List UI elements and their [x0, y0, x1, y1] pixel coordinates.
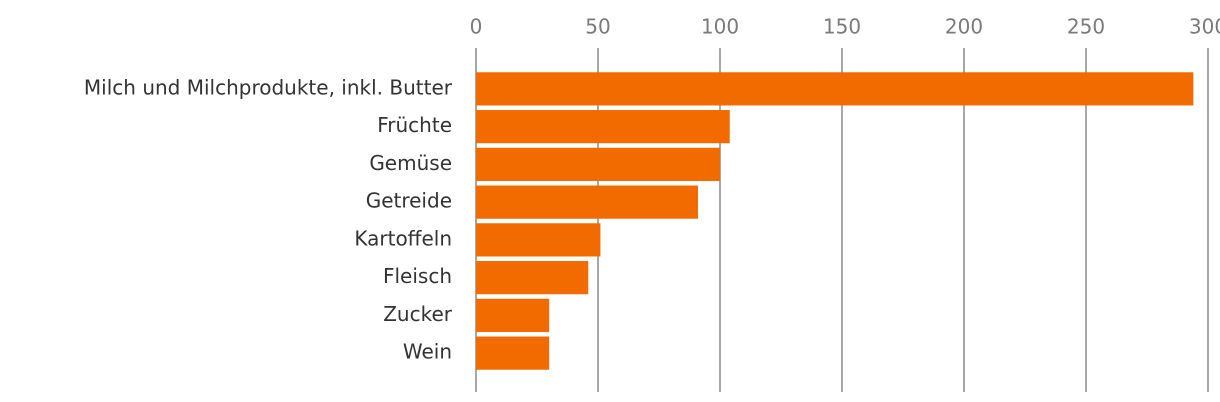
bar [476, 261, 589, 295]
y-tick-label: Gemüse [369, 151, 452, 175]
bar [476, 336, 550, 370]
bar [476, 147, 720, 181]
y-tick-label: Milch und Milchprodukte, inkl. Butter [84, 75, 453, 99]
y-tick-label: Getreide [366, 189, 452, 213]
bar [476, 185, 699, 219]
bar [476, 110, 730, 144]
x-tick-label: 0 [470, 15, 483, 39]
x-tick-label: 50 [585, 15, 610, 39]
y-tick-label: Kartoffeln [354, 226, 452, 250]
x-tick-label: 100 [701, 15, 739, 39]
bar [476, 298, 550, 332]
y-tick-label: Früchte [377, 113, 452, 137]
bar [476, 72, 1194, 106]
bar [476, 223, 601, 257]
x-tick-label: 250 [1067, 15, 1105, 39]
y-tick-label: Fleisch [383, 264, 452, 288]
x-tick-label: 150 [823, 15, 861, 39]
y-tick-label: Zucker [383, 302, 453, 326]
y-tick-label: Wein [403, 340, 452, 364]
x-tick-label: 300 [1189, 15, 1220, 39]
x-tick-label: 200 [945, 15, 983, 39]
